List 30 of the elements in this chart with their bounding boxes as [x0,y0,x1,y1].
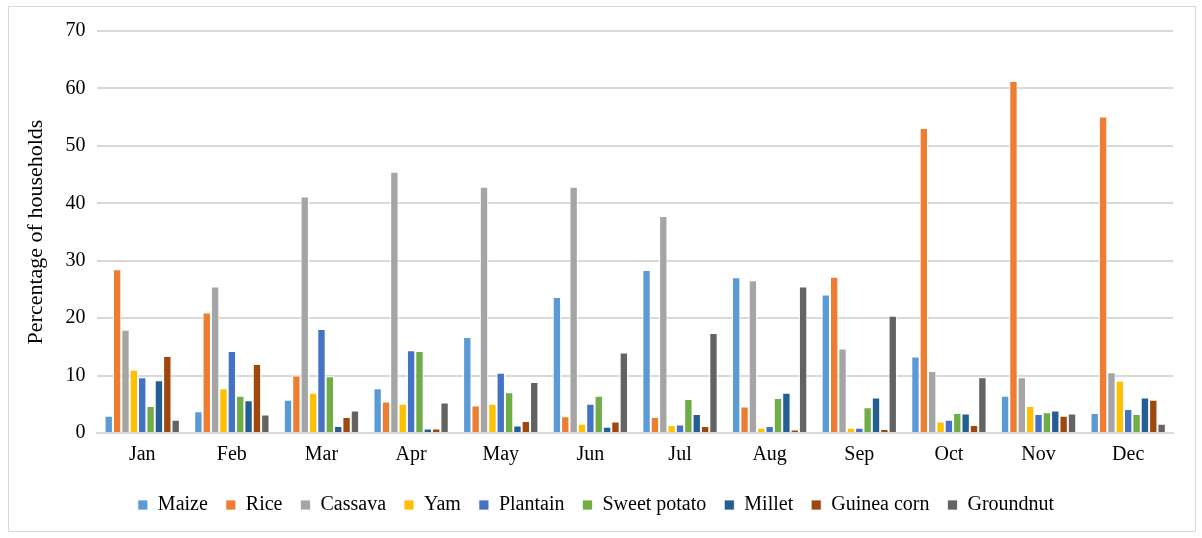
x-tick-label: Mar [304,442,339,465]
x-tick-label: Aug [752,442,787,466]
x-tick-label: May [482,442,520,466]
y-tick-label: 40 [65,190,86,213]
legend-label: Sweet potato [602,492,707,516]
x-tick-label: Jul [668,442,693,465]
legend-label: Millet [744,492,794,515]
y-axis-title: Percentage of households [21,119,47,345]
y-tick-label: 70 [65,18,86,41]
x-tick-label: Sep [844,442,875,466]
y-tick-label: 60 [65,75,86,98]
x-tick-label: Jun [576,442,605,465]
x-tick-label: Apr [395,442,428,466]
y-tick-label: 0 [75,420,86,443]
legend-label: Plantain [498,492,565,515]
legend-label: Rice [245,492,283,515]
y-tick-label: 50 [65,133,86,156]
x-tick-label: Feb [216,442,247,465]
legend-label: Yam [424,492,462,515]
legend-label: Guinea corn [831,492,930,515]
x-tick-label: Jan [128,442,156,465]
legend-label: Groundnut [967,492,1055,515]
x-tick-label: Dec [1112,442,1145,465]
y-tick-label: 30 [65,247,86,270]
legend-label: Cassava [320,492,387,515]
y-tick-label: 10 [65,362,86,385]
legend-label: Maize [157,492,208,515]
x-tick-label: Oct [934,442,964,465]
y-tick-label: 20 [65,305,86,328]
x-tick-label: Nov [1021,442,1056,465]
